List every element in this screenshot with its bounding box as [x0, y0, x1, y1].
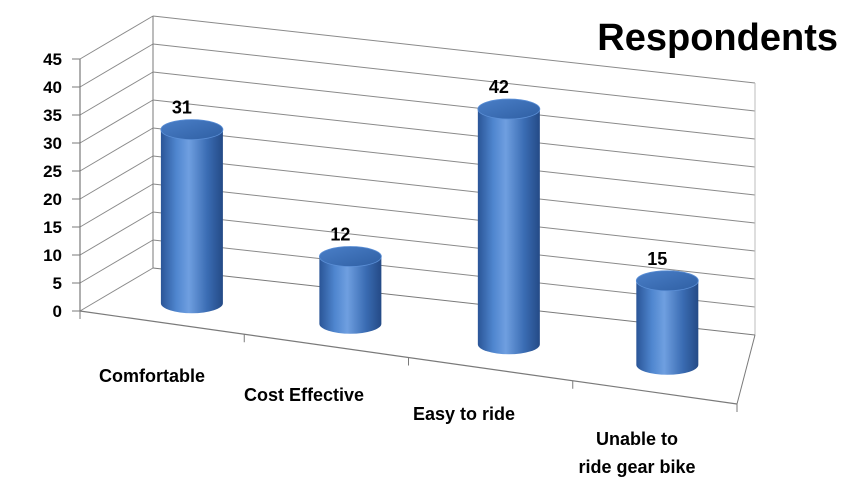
side-gridline [79, 127, 154, 172]
side-gridline [79, 183, 154, 228]
category-label: Cost Effective [244, 385, 364, 405]
bar [160, 119, 224, 314]
bar [318, 246, 382, 334]
gridline [152, 211, 756, 280]
gridline [152, 15, 756, 84]
y-tick-label: 15 [43, 218, 62, 237]
gridline [152, 183, 756, 252]
category-labels: Comfortable Cost Effective Easy to ride Una… [99, 366, 696, 477]
data-labels: 31 12 42 15 [172, 77, 667, 269]
bar-body [319, 256, 382, 334]
category-label-line: Comfortable [99, 366, 205, 386]
y-tick-label: 10 [43, 246, 62, 265]
data-label: 15 [647, 249, 667, 269]
category-label-line: ride gear bike [578, 457, 695, 477]
bar [477, 98, 541, 355]
side-gridline [79, 155, 154, 200]
side-gridline [79, 267, 154, 312]
bar-top [160, 119, 224, 141]
gridline [152, 99, 756, 168]
bar-body [477, 109, 540, 355]
y-tick-label: 45 [43, 50, 62, 69]
gridline [152, 155, 756, 224]
chart-title: Respondents [597, 17, 838, 59]
y-tick-label: 40 [43, 78, 62, 97]
side-gridline [79, 211, 154, 256]
y-tick-label: 5 [53, 274, 62, 293]
side-gridline [79, 15, 154, 60]
bar-body [160, 129, 223, 314]
y-tick-labels: 0 5 10 15 20 25 30 35 40 45 [43, 50, 62, 321]
y-tick-label: 35 [43, 106, 62, 125]
y-tick-label: 25 [43, 162, 62, 181]
category-label: Unable to ride gear bike [578, 429, 695, 477]
category-label-line: Unable to [596, 429, 678, 449]
category-label-line: Cost Effective [244, 385, 364, 405]
side-gridline [79, 239, 154, 284]
category-label: Comfortable [99, 366, 205, 386]
y-tick-label: 30 [43, 134, 62, 153]
bar-top [477, 98, 541, 120]
data-label: 42 [489, 77, 509, 97]
data-label: 12 [330, 225, 350, 245]
bar-top [318, 246, 382, 267]
gridline [152, 43, 756, 112]
bar-body [636, 280, 699, 375]
bar [635, 270, 699, 375]
y-tick-label: 0 [53, 302, 62, 321]
bars [160, 98, 699, 375]
side-gridline [79, 71, 154, 116]
gridline [152, 127, 756, 196]
bar-top [635, 270, 699, 292]
y-tick-label: 20 [43, 190, 62, 209]
data-label: 31 [172, 98, 192, 118]
category-label: Easy to ride [413, 404, 515, 424]
category-label-line: Easy to ride [413, 404, 515, 424]
axes [72, 16, 756, 412]
gridline [152, 71, 756, 140]
floor-right-edge [736, 334, 756, 405]
side-gridline [79, 99, 154, 144]
side-gridline [79, 43, 154, 88]
grid-lines [79, 15, 756, 312]
